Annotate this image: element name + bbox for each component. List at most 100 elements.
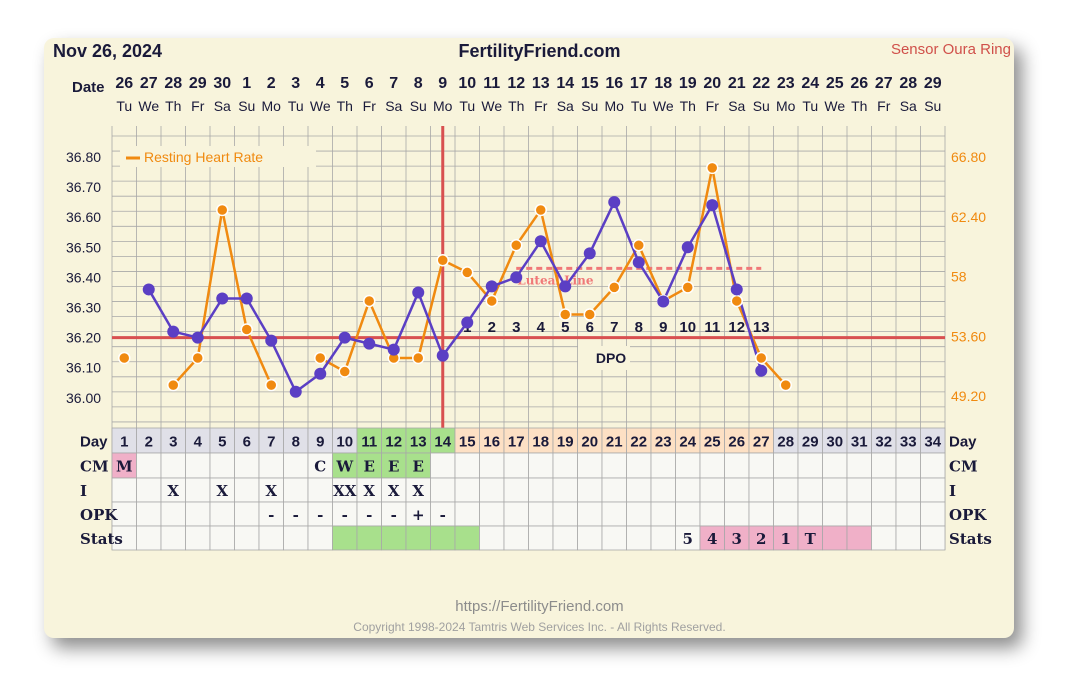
- weekday-label: Sa: [557, 98, 574, 114]
- sensor-label: Sensor Oura Ring: [890, 41, 1011, 58]
- opk-cell-bg: [577, 501, 603, 527]
- stats-cell: 4: [707, 530, 717, 548]
- cycle-day: 26: [728, 434, 745, 451]
- weekday-label: Fr: [534, 98, 548, 114]
- stats-cell-bg: [356, 525, 382, 551]
- opk-cell: -: [342, 506, 348, 524]
- stats-cell-bg: [479, 525, 505, 551]
- cm-cell-bg: [479, 452, 505, 479]
- stats-cell-bg: [626, 525, 652, 551]
- temp-tick-label: 36.50: [66, 239, 101, 255]
- intercourse-cell: X: [363, 482, 375, 500]
- cycle-day: 17: [508, 434, 525, 451]
- temp-point: [314, 367, 327, 380]
- weekday-label: Fr: [706, 98, 720, 114]
- cycle-day: 8: [292, 434, 300, 451]
- dpo-number: 5: [561, 319, 569, 336]
- footer-url[interactable]: https://FertilityFriend.com: [455, 598, 624, 615]
- dpo-number: 11: [704, 319, 720, 336]
- temp-point: [436, 349, 449, 362]
- cycle-day: 27: [753, 434, 770, 451]
- opk-cell-bg: [601, 501, 627, 527]
- cm-cell-bg: [920, 452, 946, 479]
- cycle-day: 10: [336, 434, 353, 451]
- cm-cell-bg: [234, 452, 260, 479]
- stats-cell-bg: [528, 525, 554, 551]
- opk-cell-bg: [258, 501, 284, 527]
- cm-cell-bg: [895, 452, 921, 479]
- cm-cell-bg: [209, 452, 235, 479]
- opk-cell-bg: [209, 501, 235, 527]
- rhr-point: [730, 294, 743, 308]
- stats-cell-bg: [552, 525, 578, 551]
- cm-cell: E: [413, 458, 424, 476]
- rhr-point: [265, 378, 278, 392]
- weekday-label: We: [653, 98, 674, 114]
- date-label: 25: [826, 75, 844, 92]
- temp-tick-label: 36.80: [66, 149, 101, 165]
- stats-cell-bg: [258, 525, 284, 551]
- stats-cell: 2: [756, 530, 766, 548]
- dpo-number: 8: [635, 319, 643, 336]
- rhr-point: [681, 281, 694, 294]
- date-label: 23: [777, 75, 795, 92]
- cm-cell-bg: [136, 452, 162, 479]
- stats-cell: 1: [781, 530, 791, 548]
- weekday-label: We: [138, 98, 159, 114]
- intercourse-cell-bg: [454, 477, 480, 503]
- weekday-label: Mo: [433, 98, 453, 114]
- rhr-tick-label: 53.60: [951, 328, 986, 344]
- row-label-right: Day: [949, 434, 977, 451]
- date-label: 22: [752, 75, 770, 92]
- temp-tick-label: 36.00: [66, 390, 101, 406]
- rhr-point: [338, 365, 351, 378]
- row-label-right: I: [949, 482, 956, 500]
- date-label: 26: [115, 75, 133, 92]
- intercourse-cell-bg: [185, 477, 211, 503]
- temp-point: [412, 286, 425, 299]
- stats-cell-bg: [748, 525, 774, 551]
- opk-cell: -: [268, 506, 274, 524]
- temp-point: [730, 283, 743, 296]
- date-label: 14: [556, 75, 574, 92]
- intercourse-cell-bg: [724, 477, 750, 503]
- date-label: 2: [267, 75, 276, 92]
- cm-cell-bg: [601, 452, 627, 479]
- intercourse-cell-bg: [577, 477, 603, 503]
- cm-cell: W: [335, 458, 354, 476]
- stats-cell-bg: [307, 525, 333, 551]
- date-label: 5: [340, 75, 349, 92]
- date-label: 28: [899, 75, 917, 92]
- cycle-day: 18: [532, 434, 549, 451]
- date-label: 18: [654, 75, 672, 92]
- temp-tick-label: 36.30: [66, 300, 101, 316]
- rhr-point: [485, 294, 498, 308]
- cm-cell-bg: [160, 452, 186, 479]
- opk-cell-bg: [650, 501, 676, 527]
- row-label-left: OPK: [80, 506, 118, 524]
- opk-cell-bg: [626, 501, 652, 527]
- weekday-label: We: [824, 98, 845, 114]
- rhr-point: [314, 351, 327, 365]
- intercourse-cell-bg: [846, 477, 872, 503]
- stats-cell-bg: [822, 525, 848, 551]
- weekday-label: Su: [753, 98, 770, 114]
- rhr-point: [363, 294, 376, 308]
- cycle-day: 11: [361, 434, 377, 451]
- opk-cell-bg: [822, 501, 848, 527]
- cycle-day: 5: [218, 434, 226, 451]
- cycle-day: 28: [777, 434, 794, 451]
- intercourse-cell-bg: [920, 477, 946, 503]
- rhr-point: [461, 266, 474, 279]
- opk-cell-bg: [748, 501, 774, 527]
- intercourse-cell-bg: [430, 477, 456, 503]
- rhr-point: [559, 308, 572, 321]
- opk-cell-bg: [503, 501, 529, 527]
- opk-cell: -: [391, 506, 397, 524]
- stats-cell-bg: [234, 525, 260, 551]
- cm-cell-bg: [111, 452, 137, 479]
- row-label-left: Stats: [80, 530, 123, 548]
- temp-point: [387, 343, 400, 356]
- stats-cell-bg: [650, 525, 676, 551]
- rhr-point: [706, 161, 719, 175]
